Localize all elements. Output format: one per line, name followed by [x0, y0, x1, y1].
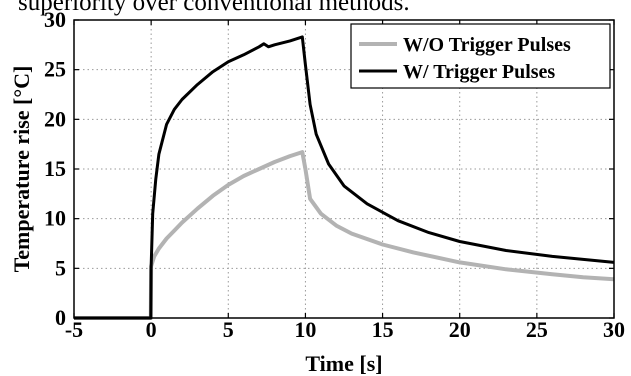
series-lines [74, 35, 615, 320]
legend: W/O Trigger Pulses W/ Trigger Pulses [350, 23, 611, 89]
y-axis-label: Temperature rise [°C] [9, 66, 34, 273]
legend-box [350, 23, 611, 89]
y-tick-label: 10 [44, 206, 66, 231]
series-line-without-trigger [74, 150, 615, 320]
caption-fragment: superiority over conventional methods. [18, 0, 410, 16]
y-tick-label: 30 [44, 7, 66, 32]
x-tick-label: 30 [603, 317, 625, 342]
x-tick-label: 20 [449, 317, 471, 342]
x-tick-label: 15 [372, 317, 394, 342]
y-tick-label: 5 [55, 255, 66, 280]
x-tick-label: -5 [65, 317, 83, 342]
y-tick-label: 20 [44, 106, 66, 131]
legend-entry-with-trigger: W/ Trigger Pulses [403, 61, 555, 83]
x-tick-label: 5 [223, 317, 234, 342]
y-tick-label: 0 [55, 305, 66, 330]
y-tick-label: 25 [44, 57, 66, 82]
x-tick-label: 10 [294, 317, 316, 342]
y-tick-label: 15 [44, 156, 66, 181]
x-axis-label: Time [s] [305, 351, 382, 376]
legend-entry-without-trigger: W/O Trigger Pulses [403, 34, 571, 56]
x-tick-label: 25 [526, 317, 548, 342]
series-line-with-trigger [74, 35, 615, 320]
x-tick-label: 0 [146, 317, 157, 342]
